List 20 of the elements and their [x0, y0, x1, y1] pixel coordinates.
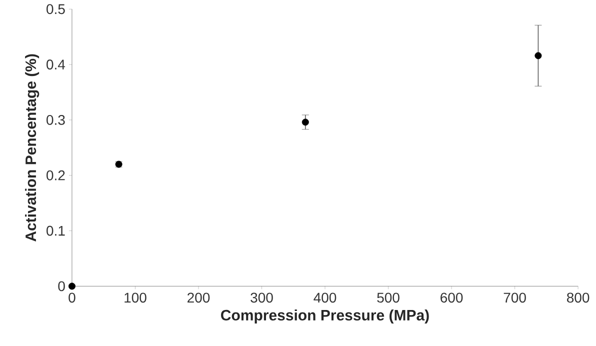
point — [68, 282, 76, 290]
point — [302, 118, 309, 126]
x-axis-title: Compression Pressure (MPa) — [221, 309, 429, 324]
x-tick-label: 200 — [188, 292, 210, 303]
y-tick-label: 0.2 — [46, 170, 65, 180]
y-tick-label: 0.3 — [46, 114, 65, 125]
x-tick-label: 700 — [504, 292, 526, 303]
x-tick-label: 0 — [68, 292, 76, 303]
y-axis-title: Activation Pencentage (%) — [25, 54, 40, 242]
y-tick-label: 0.5 — [46, 4, 65, 14]
y-tick-label: 0.4 — [46, 59, 66, 70]
x-tick-label: 300 — [250, 292, 273, 303]
y-tick-label: 0 — [58, 281, 65, 292]
x-tick-label: 500 — [377, 292, 400, 303]
x-tick-label: 800 — [567, 292, 590, 303]
point — [534, 52, 542, 60]
x-tick-label: 100 — [124, 292, 146, 303]
y-tick-label: 0.1 — [46, 226, 65, 236]
x-tick-label: 600 — [440, 292, 463, 303]
x-tick-label: 400 — [314, 292, 336, 303]
